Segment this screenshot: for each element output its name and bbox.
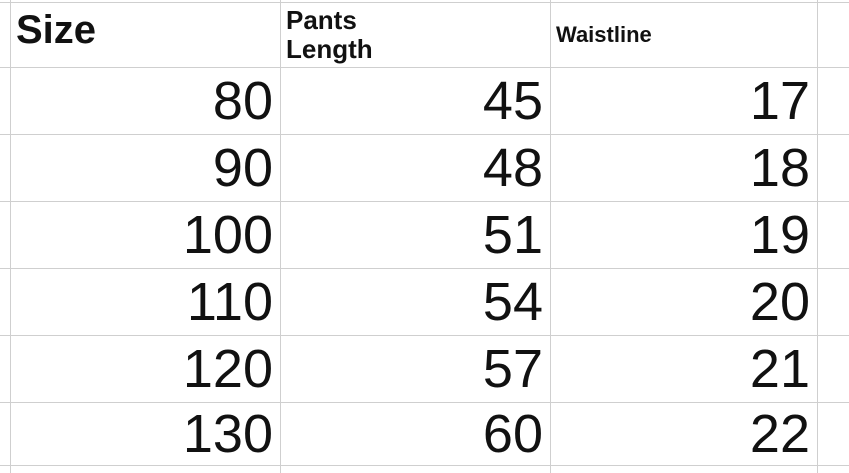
grid-spacer (0, 0, 11, 3)
grid-spacer (0, 202, 11, 269)
cell-waistline: 21 (551, 336, 818, 403)
cell-waistline: 18 (551, 135, 818, 202)
grid-spacer (0, 336, 11, 403)
cell-pants-length: 45 (281, 68, 551, 135)
cell-size: 100 (11, 202, 281, 269)
grid-spacer (818, 135, 849, 202)
grid-spacer (818, 403, 849, 466)
cell-size: 80 (11, 68, 281, 135)
cell-pants-length: 57 (281, 336, 551, 403)
header-waistline: Waistline (551, 3, 818, 68)
header-pants-length: Pants Length (281, 3, 551, 68)
cell-size: 110 (11, 269, 281, 336)
grid-spacer (281, 0, 551, 3)
cell-waistline: 22 (551, 403, 818, 466)
cell-waistline: 17 (551, 68, 818, 135)
cell-size: 120 (11, 336, 281, 403)
grid-spacer (0, 68, 11, 135)
cell-size: 90 (11, 135, 281, 202)
grid-spacer (551, 0, 818, 3)
cell-waistline: 19 (551, 202, 818, 269)
grid-spacer (11, 466, 281, 473)
cell-pants-length: 54 (281, 269, 551, 336)
grid-spacer (551, 466, 818, 473)
grid-spacer (281, 466, 551, 473)
cell-pants-length: 51 (281, 202, 551, 269)
grid-spacer (818, 466, 849, 473)
grid-spacer (0, 135, 11, 202)
grid-spacer (11, 0, 281, 3)
cell-pants-length: 48 (281, 135, 551, 202)
grid-spacer (0, 403, 11, 466)
cell-pants-length: 60 (281, 403, 551, 466)
grid-spacer (0, 466, 11, 473)
grid-spacer (818, 3, 849, 68)
grid-spacer (818, 336, 849, 403)
cell-waistline: 20 (551, 269, 818, 336)
grid-spacer (818, 269, 849, 336)
grid-spacer (0, 3, 11, 68)
grid-spacer (818, 0, 849, 3)
grid-spacer (0, 269, 11, 336)
grid-spacer (818, 68, 849, 135)
header-size: Size (11, 3, 281, 68)
grid-spacer (818, 202, 849, 269)
cell-size: 130 (11, 403, 281, 466)
